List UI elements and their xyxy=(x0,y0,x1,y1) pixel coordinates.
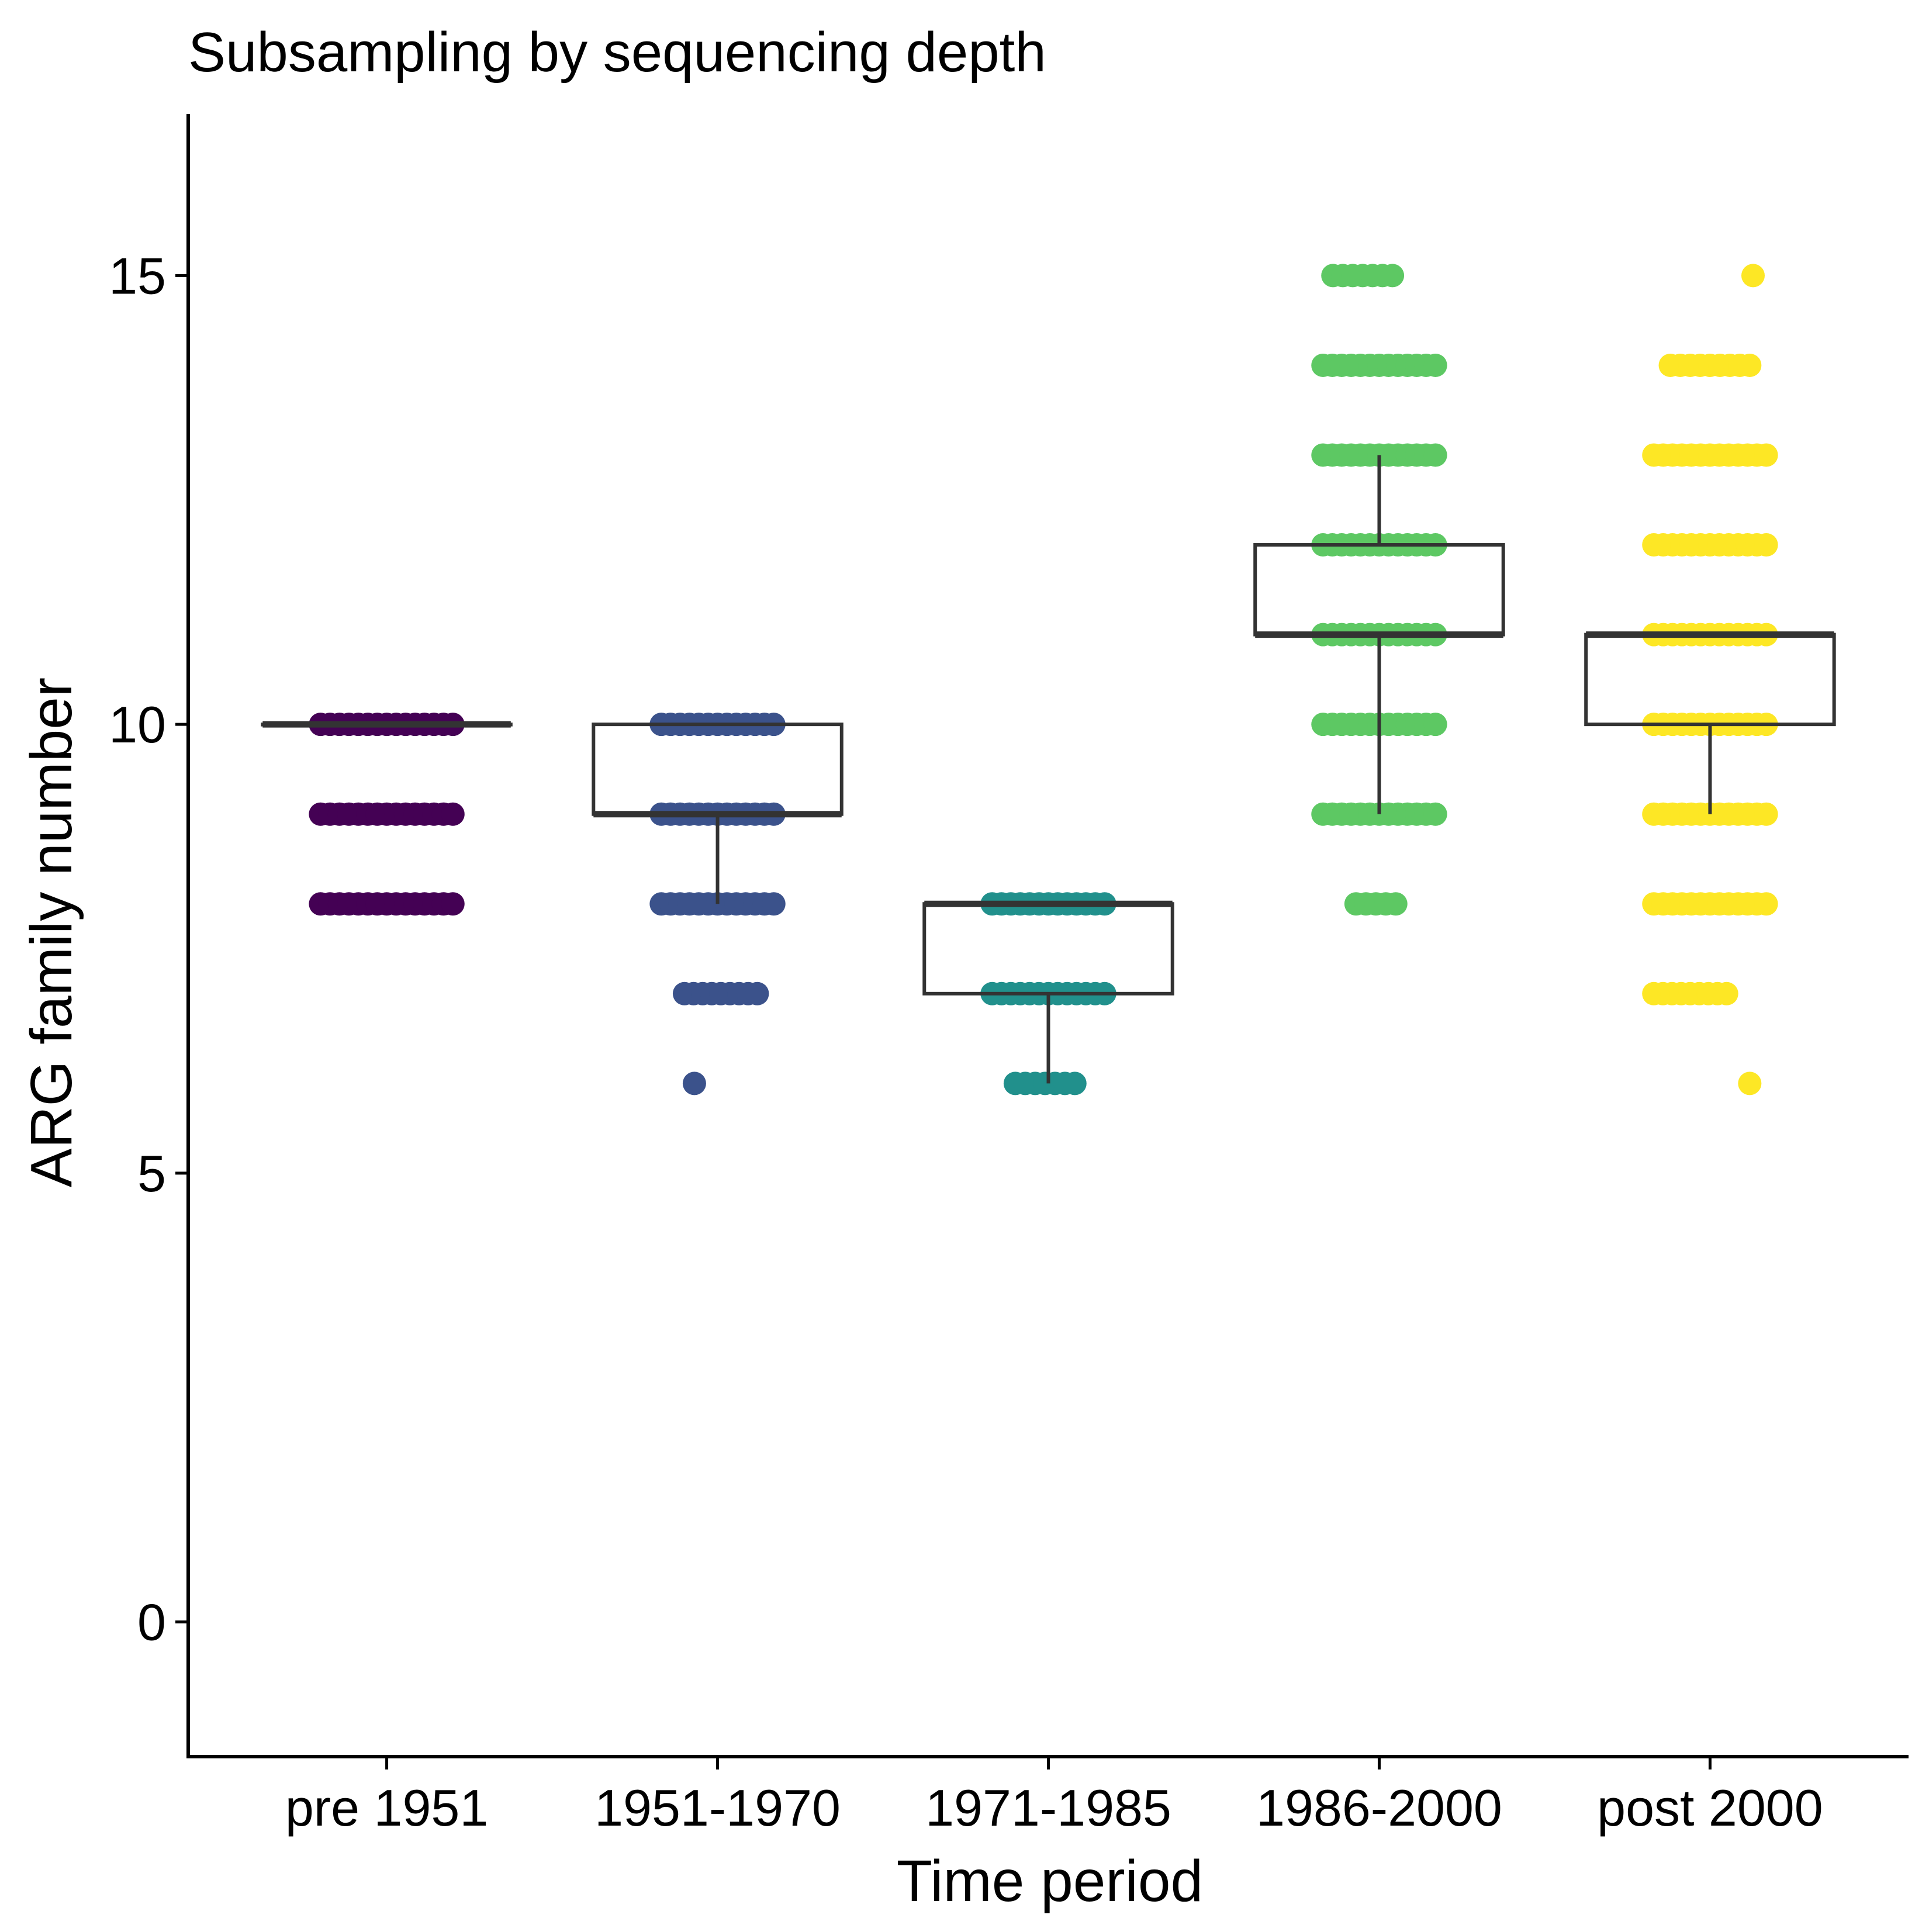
y-tick-label: 15 xyxy=(109,247,166,305)
box-group xyxy=(922,900,1174,1084)
point-group xyxy=(1311,353,1447,377)
y-tick-label: 0 xyxy=(137,1594,166,1651)
point-group xyxy=(980,892,1116,916)
y-tick-label: 10 xyxy=(109,696,166,754)
data-point xyxy=(1754,533,1778,557)
point-group xyxy=(682,1072,706,1095)
x-tick-label: pre 1951 xyxy=(285,1779,488,1837)
point-group xyxy=(1344,892,1408,916)
data-point xyxy=(745,981,769,1005)
point-group xyxy=(309,892,465,916)
data-point xyxy=(1741,264,1765,288)
data-point xyxy=(762,892,786,916)
box-group xyxy=(592,723,843,904)
data-point xyxy=(1063,1072,1087,1095)
box-group xyxy=(1584,631,1836,814)
data-point xyxy=(1423,713,1447,737)
boxes-layer xyxy=(261,455,1836,1084)
point-group xyxy=(672,981,769,1005)
data-point xyxy=(1714,981,1738,1005)
points-layer xyxy=(309,264,1778,1095)
x-tick-label: 1986-2000 xyxy=(1256,1779,1502,1837)
point-group xyxy=(649,892,786,916)
data-point xyxy=(1754,892,1778,916)
point-group xyxy=(1642,802,1778,826)
point-group xyxy=(1738,1072,1762,1095)
point-group xyxy=(1311,802,1447,826)
point-group xyxy=(309,802,465,826)
x-tick-label: 1971-1985 xyxy=(925,1779,1171,1837)
point-group xyxy=(1642,981,1738,1005)
point-group xyxy=(1311,623,1447,647)
point-group xyxy=(1321,264,1405,288)
point-group xyxy=(1642,533,1778,557)
x-axis-title: Time period xyxy=(897,1848,1203,1914)
data-point xyxy=(1423,353,1447,377)
data-point xyxy=(441,802,465,826)
data-point xyxy=(1738,353,1762,377)
box-group xyxy=(261,721,513,728)
x-tick-label: 1951-1970 xyxy=(594,1779,841,1837)
point-group xyxy=(1741,264,1765,288)
data-point xyxy=(1423,443,1447,467)
point-group xyxy=(1642,443,1778,467)
x-axis-ticks: pre 1951 1951-1970 1971-1985 1986-2000 post … xyxy=(285,1757,1823,1837)
point-group xyxy=(1642,892,1778,916)
x-tick-label: post 2000 xyxy=(1597,1779,1823,1837)
data-point xyxy=(1738,1072,1762,1095)
chart-title: Subsampling by sequencing depth xyxy=(188,21,1046,84)
data-point xyxy=(441,892,465,916)
data-point xyxy=(1423,802,1447,826)
point-group xyxy=(980,981,1116,1005)
y-tick-label: 5 xyxy=(137,1145,166,1202)
point-group xyxy=(1658,353,1762,377)
point-group xyxy=(1003,1072,1087,1095)
data-point xyxy=(682,1072,706,1095)
box-group xyxy=(1253,455,1505,814)
point-group xyxy=(1311,443,1447,467)
y-axis-title: ARG family number xyxy=(19,678,84,1187)
y-axis-ticks: 0 5 10 15 xyxy=(109,247,188,1651)
point-group xyxy=(1311,713,1447,737)
data-point xyxy=(1384,892,1408,916)
data-point xyxy=(1754,802,1778,826)
data-point xyxy=(1381,264,1405,288)
data-point xyxy=(1754,443,1778,467)
